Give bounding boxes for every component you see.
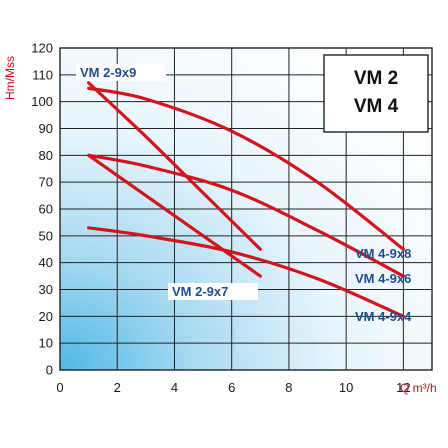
curve-label-vm-4-9x4: VM 4-9x4 (355, 309, 412, 324)
curve-label-vm-2-9x7: VM 2-9x7 (172, 284, 228, 299)
x-tick-label-8: 8 (285, 380, 292, 395)
y-tick-label-100: 100 (31, 94, 53, 109)
x-tick-label-6: 6 (228, 380, 235, 395)
y-tick-label-70: 70 (39, 175, 53, 190)
y-tick-label-30: 30 (39, 282, 53, 297)
y-axis-label: Hm/Mss (3, 56, 17, 100)
tick-labels: 0 10 20 30 40 50 60 70 80 90 100 110 120 0 2 4 6 8 10 12 (31, 41, 410, 396)
x-tick-label-2: 2 (114, 380, 121, 395)
y-tick-label-120: 120 (31, 41, 53, 56)
curve-vm-2-9x9 (87, 81, 262, 251)
curve-label-bg-vm-2-9x9 (76, 64, 166, 81)
curves (87, 81, 405, 318)
y-tick-label-40: 40 (39, 255, 53, 270)
model-box-line-1: VM 2 (354, 68, 398, 89)
curve-vm-2-9x7 (87, 153, 262, 278)
y-tick-label-60: 60 (39, 202, 53, 217)
x-tick-label-4: 4 (171, 380, 178, 395)
curve-label-bg-vm-2-9x7 (168, 283, 258, 300)
x-tick-label-0: 0 (56, 380, 63, 395)
x-tick-label-12: 12 (396, 380, 410, 395)
curve-labels: VM 2-9x9 VM 2-9x7 VM 4-9x8 VM 4-9x6 VM 4-9x4 (76, 64, 412, 324)
y-tick-label-20: 20 (39, 309, 53, 324)
curve-vm-4-9x4 (87, 226, 405, 318)
y-tick-label-90: 90 (39, 121, 53, 136)
y-tick-label-80: 80 (39, 148, 53, 163)
model-box-frame (323, 54, 429, 133)
plot-frame (59, 47, 433, 371)
y-tick-label-110: 110 (32, 67, 53, 82)
y-tick-label-50: 50 (39, 228, 53, 243)
curve-label-vm-4-9x8: VM 4-9x8 (355, 246, 411, 261)
curve-label-vm-2-9x9: VM 2-9x9 (80, 65, 136, 80)
curve-vm-4-9x6 (87, 153, 405, 278)
y-tick-label-10: 10 (39, 336, 53, 351)
x-tick-label-10: 10 (339, 380, 353, 395)
curve-vm-4-9x8 (87, 86, 405, 251)
model-box-line-2: VM 4 (354, 96, 399, 117)
model-box: VM 2 VM 4 (323, 54, 429, 133)
x-axis-label: Q m³/h (400, 381, 437, 395)
y-tick-label-0: 0 (46, 363, 53, 378)
curve-label-vm-4-9x6: VM 4-9x6 (355, 271, 411, 286)
